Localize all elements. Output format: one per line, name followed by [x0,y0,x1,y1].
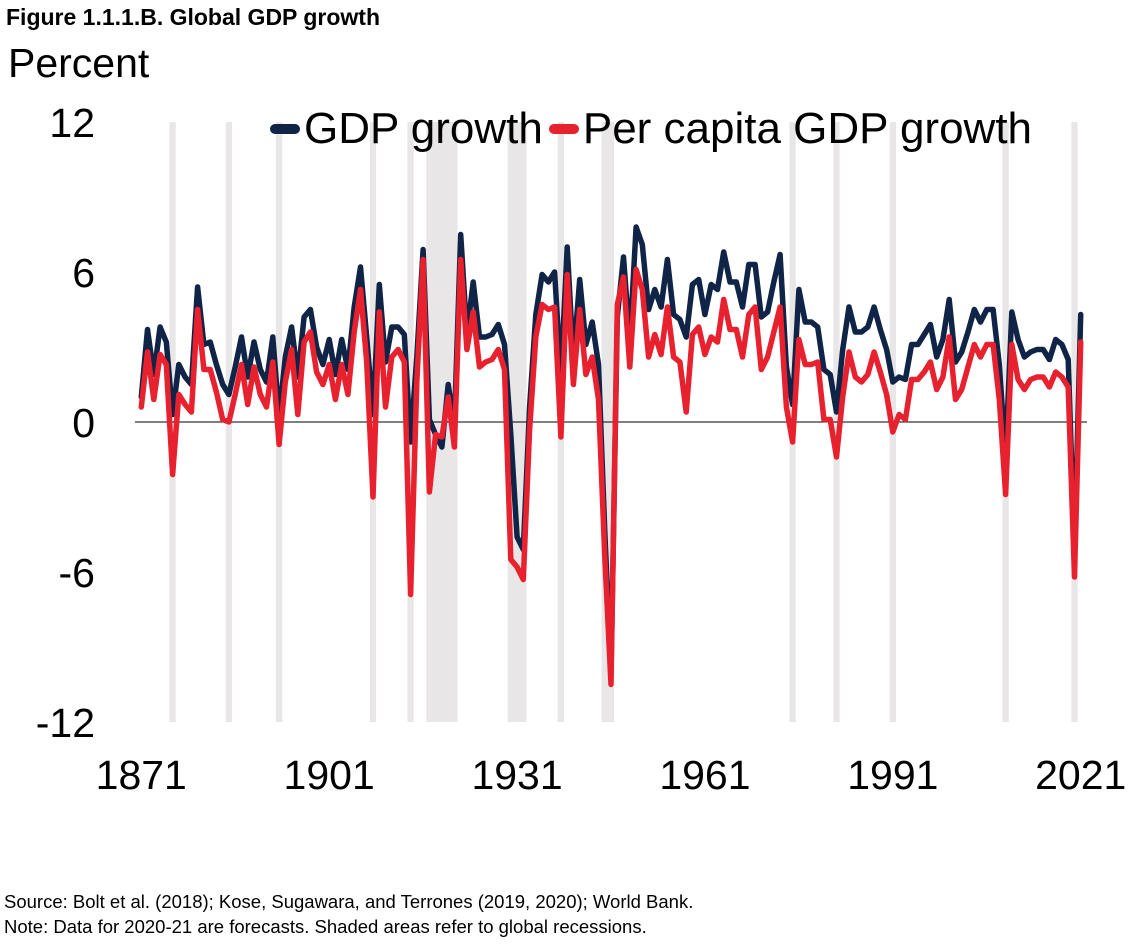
y-tick-label: 12 [49,100,95,146]
figure-title: Figure 1.1.1.B. Global GDP growth [6,4,381,30]
y-tick-label: 6 [72,250,95,296]
legend-label-gdp: GDP growth [304,104,543,153]
y-axis-ticks: 12 6 0 -6 -12 [36,100,95,746]
y-tick-label: -12 [36,700,95,746]
legend-item-per-capita: Per capita GDP growth [548,104,1033,154]
y-axis-unit-label: Percent [8,40,150,86]
series-group [138,224,1084,688]
legend-item-gdp: GDP growth [270,104,543,154]
x-tick-label: 2021 [1035,752,1126,798]
x-tick-label: 1901 [284,752,375,798]
footnote: Note: Data for 2020-21 are forecasts. Sh… [4,916,647,937]
legend-label-per-capita: Per capita GDP growth [582,104,1033,153]
chart-legend: GDP growth Per capita GDP growth [270,104,1032,154]
x-tick-label: 1961 [659,752,750,798]
series-line-per-capita-gdp-growth [138,256,1084,688]
y-tick-label: 0 [72,400,95,446]
x-tick-label: 1931 [471,752,562,798]
source-note: Source: Bolt et al. (2018); Kose, Sugawa… [4,891,694,912]
legend-swatch-gdp [270,124,300,134]
x-tick-label: 1991 [847,752,938,798]
x-axis-ticks: 1871 1901 1931 1961 1991 2021 [96,752,1127,798]
x-tick-label: 1871 [96,752,187,798]
legend-swatch-per-capita [548,124,579,134]
y-tick-label: -6 [59,550,95,596]
